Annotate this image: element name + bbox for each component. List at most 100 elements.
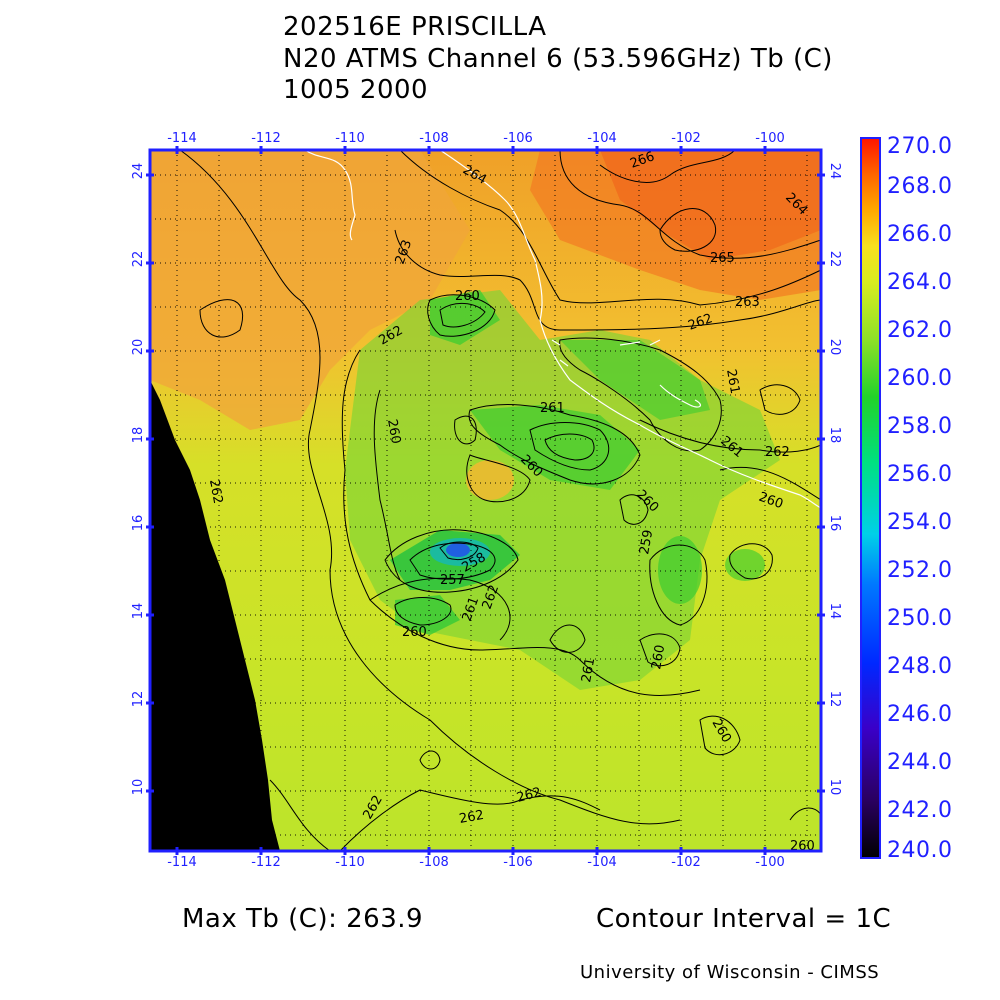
lon-label-bottom: -112 [251, 855, 281, 870]
lat-label-right: 16 [827, 515, 842, 532]
colorbar-label: 260.0 [887, 366, 953, 391]
lat-label-left: 12 [131, 691, 146, 708]
contour-label: 260 [455, 289, 480, 304]
contour-line [468, 404, 641, 485]
lon-label-bottom: -102 [671, 855, 701, 870]
lon-label-top: -114 [167, 131, 197, 146]
lat-label-left: 22 [131, 251, 146, 268]
contour-interval: Contour Interval = 1C [596, 904, 892, 934]
lon-label-top: -112 [251, 131, 281, 146]
cool-region-southwest [395, 595, 460, 635]
frame-ticks [146, 146, 825, 855]
contour-line [649, 544, 708, 626]
colorbar-label: 242.0 [887, 798, 953, 823]
contour-line [699, 715, 741, 756]
contour-label: 262 [206, 478, 225, 505]
contour-lines [179, 150, 821, 851]
storm-minimum [446, 543, 470, 557]
contour-line [599, 150, 736, 183]
colorbar-label: 262.0 [887, 318, 953, 343]
lat-label-right: 18 [827, 427, 842, 444]
lon-label-bottom: -108 [419, 855, 449, 870]
colorbar-label: 268.0 [887, 174, 953, 199]
contour-line [341, 349, 701, 697]
lat-label-left: 16 [131, 515, 146, 532]
map-plot-area: 266 264 265 264 263 263 262 261 260 262 … [150, 150, 821, 851]
lon-label-bottom: -110 [335, 855, 365, 870]
lat-label-right: 20 [827, 339, 842, 356]
lon-label-top: -104 [587, 131, 617, 146]
contour-line [639, 633, 681, 667]
lat-label-left: 24 [131, 163, 146, 180]
lon-label-top: -106 [503, 131, 533, 146]
colorbar-label: 266.0 [887, 222, 953, 247]
lon-label-top: -100 [755, 131, 785, 146]
contour-line [179, 150, 681, 825]
contour-line [384, 529, 519, 593]
contour-label: 260 [402, 625, 427, 640]
contour-line [639, 419, 821, 453]
colorbar-label: 264.0 [887, 270, 953, 295]
warm-spot-center [466, 460, 514, 500]
contour-label: 262 [458, 808, 485, 827]
contour-label: 261 [579, 657, 598, 684]
lat-label-left: 14 [131, 603, 146, 620]
lon-label-top: -102 [671, 131, 701, 146]
contour-line [659, 208, 717, 252]
storm-title: 202516E PRISCILLA [283, 12, 547, 42]
contour-line [559, 337, 722, 452]
cool-region-east-spot [725, 549, 765, 581]
contour-line [559, 150, 821, 259]
contour-line [529, 422, 610, 471]
lat-label-left: 10 [131, 779, 146, 796]
contour-line [619, 494, 649, 525]
contour-label: 265 [710, 251, 735, 266]
graticule [150, 150, 821, 851]
lat-label-right: 10 [827, 779, 842, 796]
lon-label-bottom: -114 [167, 855, 197, 870]
lat-label-left: 18 [131, 427, 146, 444]
lat-label-right: 22 [827, 251, 842, 268]
coastline-bay [659, 384, 702, 408]
contour-label: 260 [384, 418, 403, 445]
lon-label-top: -108 [419, 131, 449, 146]
contour-label: 262 [515, 785, 543, 806]
contour-label: 261 [723, 368, 742, 395]
contour-line [789, 807, 821, 821]
contour-line [394, 597, 452, 626]
contour-line [719, 466, 821, 501]
contour-line [454, 415, 477, 445]
product-title: N20 ATMS Channel 6 (53.596GHz) Tb (C) [283, 44, 833, 74]
contour-line [339, 789, 601, 851]
contour-line [729, 543, 773, 580]
cool-region-north [430, 290, 500, 345]
contour-line [269, 779, 331, 851]
cool-region-southeast [658, 536, 702, 604]
lat-label-right: 14 [827, 603, 842, 620]
contour-label: 260 [649, 644, 668, 671]
contour-line [369, 577, 511, 641]
contour-line [759, 384, 801, 415]
latitude-labels: 24 22 20 18 16 14 12 10 24 22 20 18 16 1… [131, 163, 842, 796]
lon-label-top: -110 [335, 131, 365, 146]
contour-line [439, 303, 486, 328]
colorbar-label: 246.0 [887, 702, 953, 727]
colorbar-label: 248.0 [887, 654, 953, 679]
contour-line [427, 294, 496, 337]
coastline-islands [551, 339, 661, 367]
colorbar-label: 240.0 [887, 838, 953, 863]
colorbar-label: 254.0 [887, 510, 953, 535]
contour-line [544, 433, 595, 461]
contour-line [419, 750, 441, 770]
lat-label-right: 12 [827, 691, 842, 708]
contour-line [199, 299, 244, 338]
contour-line [394, 229, 821, 331]
warm-region-northeast-core [600, 150, 821, 260]
credit-line: University of Wisconsin - CIMSS [580, 962, 880, 983]
lat-label-right: 24 [827, 163, 842, 180]
contour-line [466, 454, 531, 503]
colorbar [860, 137, 881, 859]
contour-line [439, 541, 479, 561]
lon-label-bottom: -104 [587, 855, 617, 870]
colorbar-label: 244.0 [887, 750, 953, 775]
